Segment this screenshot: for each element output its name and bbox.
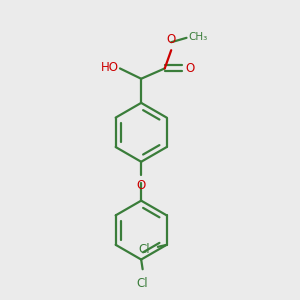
Text: CH₃: CH₃ [189,32,208,42]
Text: HO: HO [100,61,118,74]
Text: O: O [136,179,146,192]
Text: Cl: Cl [137,277,148,290]
Text: O: O [167,33,176,46]
Text: O: O [185,62,195,75]
Text: Cl: Cl [139,243,150,256]
